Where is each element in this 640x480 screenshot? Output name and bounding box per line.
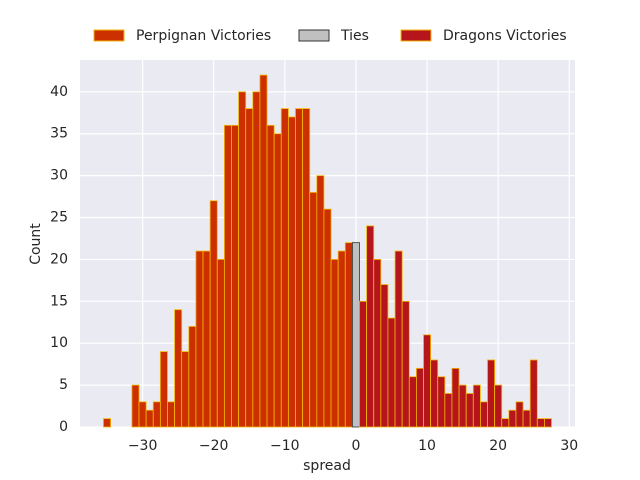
bar	[231, 124, 239, 428]
bar	[458, 384, 467, 428]
y-tick-label: 0	[59, 419, 68, 435]
bar	[373, 259, 382, 428]
bar	[103, 418, 111, 428]
legend-swatch	[93, 29, 125, 42]
bar	[174, 309, 183, 428]
bar	[508, 409, 517, 428]
bar	[245, 108, 254, 428]
bar	[273, 133, 282, 428]
bar	[167, 401, 175, 428]
bar	[280, 108, 289, 428]
bar	[181, 351, 190, 428]
legend-swatch	[400, 29, 432, 42]
bar	[380, 284, 389, 428]
bar	[195, 250, 204, 428]
x-axis-label: spread	[303, 458, 351, 474]
bar	[472, 384, 481, 428]
bar	[323, 208, 332, 428]
bar	[152, 401, 161, 428]
x-tick-label: 30	[560, 438, 578, 454]
legend-swatch	[298, 29, 330, 42]
bar	[359, 300, 368, 428]
bar	[401, 300, 410, 428]
bar	[522, 409, 531, 428]
y-tick-label: 25	[50, 210, 68, 226]
bar	[451, 367, 460, 428]
bar	[295, 108, 304, 428]
bar	[145, 409, 154, 428]
y-tick-label: 5	[59, 377, 68, 393]
legend-label: Ties	[340, 28, 369, 44]
y-tick-label: 10	[50, 335, 68, 351]
bar	[494, 384, 503, 428]
bar	[344, 242, 353, 428]
bar	[465, 393, 474, 428]
bar	[480, 401, 488, 428]
y-tick-label: 15	[50, 293, 68, 309]
bar	[387, 317, 396, 428]
bar	[159, 351, 168, 428]
x-tick-label: −20	[199, 438, 229, 454]
bar	[131, 384, 140, 428]
bar	[138, 401, 147, 428]
bar	[536, 418, 545, 428]
bar	[330, 259, 339, 428]
bar	[544, 418, 552, 428]
bar	[416, 367, 424, 428]
x-tick-label: 20	[489, 438, 507, 454]
y-tick-label: 35	[50, 126, 68, 142]
bar	[302, 108, 311, 428]
bar	[408, 376, 417, 428]
x-tick-label: −30	[128, 438, 158, 454]
x-tick-label: −10	[270, 438, 300, 454]
legend-label: Perpignan Victories	[136, 28, 271, 44]
bar	[223, 124, 232, 428]
bar	[366, 225, 375, 428]
bar	[394, 250, 403, 428]
bar	[423, 334, 432, 428]
bar	[444, 393, 453, 428]
bar	[337, 250, 346, 428]
bar	[287, 116, 296, 428]
bar	[515, 401, 524, 428]
bar	[188, 326, 197, 428]
bar	[529, 359, 538, 428]
y-tick-label: 40	[50, 84, 68, 100]
bar	[238, 91, 247, 428]
y-axis-label: Count	[28, 223, 44, 265]
y-tick-label: 20	[50, 251, 68, 267]
y-tick-label: 30	[50, 168, 68, 184]
bar	[487, 359, 496, 428]
bar	[259, 74, 268, 428]
x-tick-label: 0	[351, 438, 360, 454]
bar	[430, 359, 439, 428]
bar	[216, 259, 225, 428]
bar	[309, 191, 318, 428]
bar	[437, 376, 446, 428]
bar	[266, 124, 275, 428]
bar	[202, 250, 211, 428]
bar	[501, 418, 510, 428]
bar	[316, 175, 325, 428]
bar	[252, 91, 261, 428]
bar	[209, 200, 218, 428]
x-tick-label: 10	[418, 438, 436, 454]
bar	[351, 242, 360, 428]
legend-label: Dragons Victories	[443, 28, 567, 44]
